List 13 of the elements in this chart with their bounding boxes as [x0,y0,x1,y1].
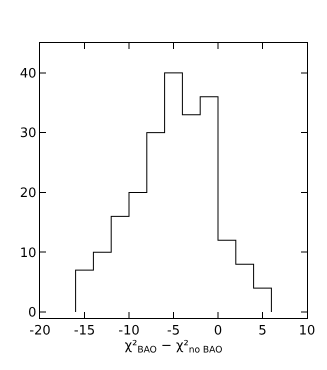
x-tick-label: -20 [29,324,51,339]
x-tick-label: -15 [74,324,96,339]
y-tick-label: 0 [28,306,36,321]
y-tick-label: 30 [20,126,36,142]
x-tick-label: -10 [118,324,140,339]
x-axis-title: χ²$_{BAO}$ − χ²$_{no BAO}$ [124,338,222,356]
x-tick-label: 10 [298,324,316,339]
y-tick-label: 20 [20,186,36,202]
x-tick-label: 0 [214,324,222,339]
y-tick-label: 10 [20,246,36,261]
y-tick-label: 40 [20,66,36,82]
x-tick-label: -5 [167,324,180,339]
x-tick-label: 5 [258,324,267,339]
